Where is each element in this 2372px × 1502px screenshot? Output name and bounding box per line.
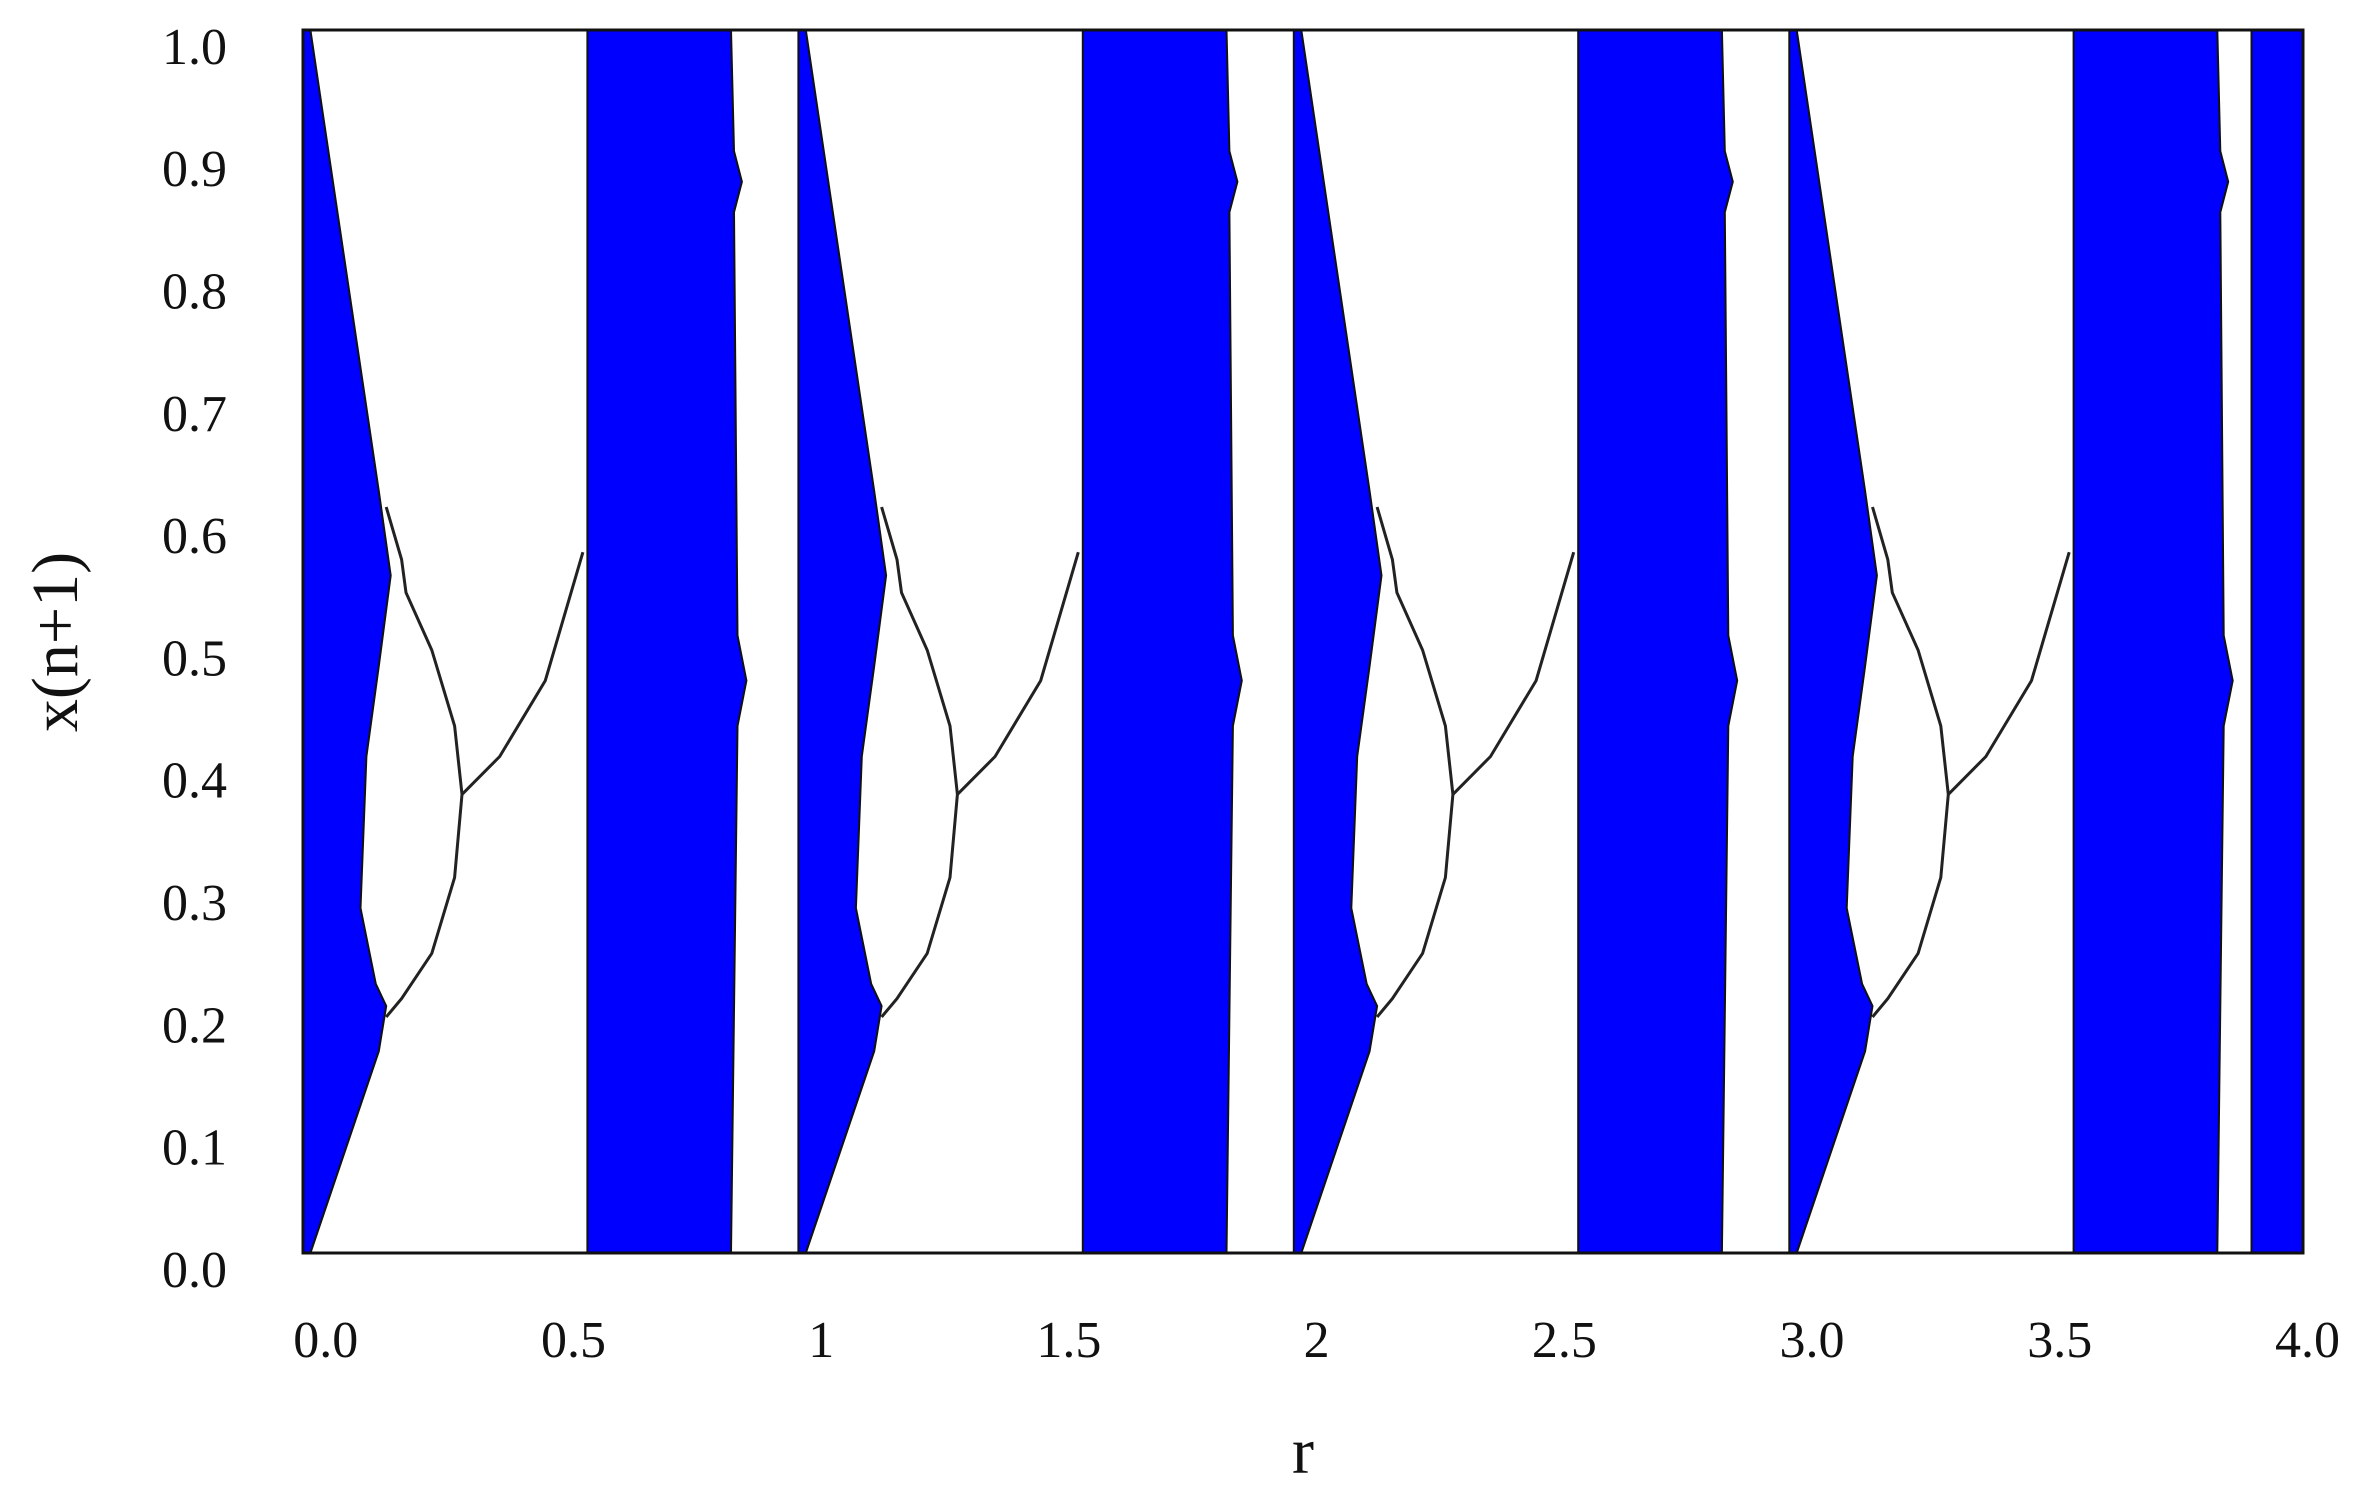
x-tick-label: 2 [1304, 1312, 1330, 1369]
orbit-curve [384, 506, 464, 1018]
y-tick-label: 0.2 [162, 997, 227, 1054]
y-tick-label: 0.4 [162, 753, 227, 810]
blue-region [1292, 29, 1383, 1254]
blue-region [1081, 29, 1243, 1254]
blue-region [797, 29, 888, 1254]
y-axis-label: x(n+1) [19, 552, 92, 732]
y-tick-label: 0.8 [162, 264, 227, 321]
x-tick-label: 0.5 [541, 1312, 606, 1369]
orbit-curve [1947, 551, 2071, 796]
blue-region [2072, 29, 2234, 1254]
x-tick-label: 1 [808, 1312, 834, 1369]
x-axis-label: r [1292, 1415, 1314, 1488]
x-tick-label: 4.0 [2275, 1312, 2340, 1369]
y-tick-label: 0.5 [162, 630, 227, 687]
y-tick-label: 0.6 [162, 508, 227, 565]
x-tick-label: 3.0 [1780, 1312, 1845, 1369]
y-tick-label: 1.0 [162, 19, 227, 76]
orbit-curve [1375, 506, 1455, 1018]
orbit-curve [1871, 506, 1950, 1018]
blue-region [302, 29, 392, 1254]
y-tick-label: 0.7 [162, 386, 227, 443]
blue-region [2250, 29, 2304, 1254]
y-tick-label: 0.3 [162, 875, 227, 932]
y-tick-label: 0.1 [162, 1120, 227, 1177]
blue-region [586, 29, 748, 1254]
orbit-curve [880, 506, 959, 1018]
y-tick-label: 0.9 [162, 141, 227, 198]
blue-region [1788, 29, 1878, 1254]
blue-region [1577, 29, 1739, 1254]
x-tick-label: 0.0 [293, 1312, 358, 1369]
orbit-curve [1451, 551, 1576, 796]
orbit-curve [956, 551, 1080, 796]
plot-frame [301, 28, 2305, 1255]
x-tick-label: 1.5 [1036, 1312, 1101, 1369]
y-tick-label: 0.0 [162, 1242, 227, 1299]
x-tick-label: 3.5 [2027, 1312, 2092, 1369]
orbit-curve [460, 551, 585, 796]
x-tick-label: 2.5 [1532, 1312, 1597, 1369]
